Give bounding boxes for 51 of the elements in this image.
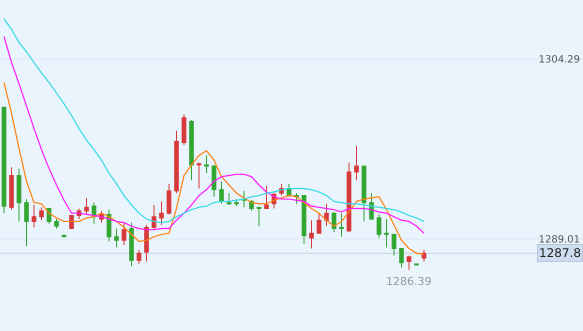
y-tick-label: 1289.01: [538, 234, 580, 246]
candlestick: [309, 220, 314, 250]
candlestick: [69, 215, 74, 230]
ref-line-label: 1287.8: [539, 246, 581, 260]
candlestick: [189, 120, 194, 181]
candlestick: [212, 164, 216, 198]
candlestick: [152, 204, 156, 230]
candlestick: [376, 214, 382, 238]
candlestick: [406, 255, 412, 270]
candlestick: [264, 186, 269, 209]
candlestick: [174, 130, 179, 194]
candlestick: [204, 154, 209, 174]
candlestick: [332, 212, 336, 233]
y-tick-label: 1304.29: [538, 54, 580, 66]
candlestick: [346, 162, 352, 233]
candlestick: [362, 166, 366, 222]
candlestick: [122, 222, 126, 246]
candlestick: [399, 248, 404, 268]
candlestick: [234, 198, 239, 207]
candlestick: [392, 234, 396, 256]
candlestick: [316, 212, 322, 234]
candlestick: [159, 200, 164, 226]
candlestick: [226, 192, 232, 206]
candlestick: [54, 218, 59, 230]
candlestick: [256, 206, 262, 227]
candlestick: [414, 263, 419, 266]
candlestick: [302, 195, 306, 244]
candlestick: [339, 212, 344, 238]
candlestick: [324, 203, 329, 227]
candlestick: [39, 206, 44, 221]
candlestick: [196, 162, 202, 189]
candlestick: [354, 146, 359, 181]
candlestick: [422, 249, 426, 262]
candlestick: [9, 166, 14, 210]
candlestick: [24, 198, 29, 247]
candlestick: [219, 180, 224, 204]
candlestick: [16, 168, 22, 222]
candlestick: [182, 114, 186, 146]
candlestick: [114, 228, 119, 248]
candlestick: [32, 204, 36, 228]
candlestick: [84, 197, 89, 215]
candlestick: [136, 249, 142, 264]
candlestick: [62, 234, 66, 238]
candlestick: [166, 183, 172, 215]
candlestick: [2, 106, 6, 214]
candlestick: [384, 218, 389, 248]
annotation: 1286.39: [386, 275, 432, 288]
candlestick: [242, 190, 246, 208]
line-series: [3, 82, 425, 256]
candlestick: [129, 222, 134, 267]
candlestick: [144, 224, 149, 262]
